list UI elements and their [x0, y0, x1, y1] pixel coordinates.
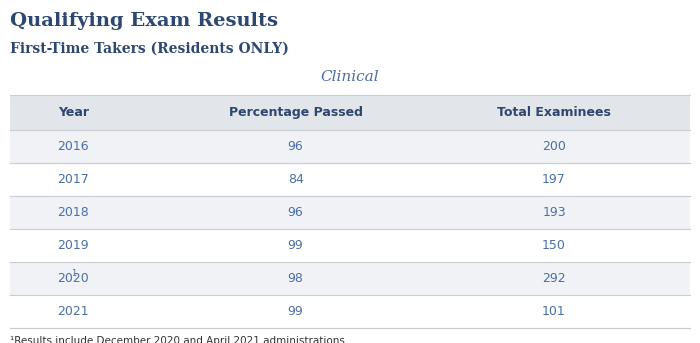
- Polygon shape: [10, 130, 690, 163]
- Polygon shape: [10, 95, 690, 130]
- Text: 84: 84: [288, 173, 304, 186]
- Text: 96: 96: [288, 206, 304, 219]
- Polygon shape: [10, 229, 690, 262]
- Text: 2021: 2021: [57, 305, 89, 318]
- Polygon shape: [10, 295, 690, 328]
- Text: 2019: 2019: [57, 239, 89, 252]
- Text: 2017: 2017: [57, 173, 90, 186]
- Text: Total Examinees: Total Examinees: [497, 106, 611, 119]
- Polygon shape: [10, 262, 690, 295]
- Polygon shape: [10, 163, 690, 196]
- Text: Qualifying Exam Results: Qualifying Exam Results: [10, 12, 278, 30]
- Text: First-Time Takers (Residents ONLY): First-Time Takers (Residents ONLY): [10, 42, 289, 56]
- Text: ¹Results include December 2020 and April 2021 administrations.: ¹Results include December 2020 and April…: [10, 336, 349, 343]
- Text: 2020: 2020: [57, 272, 90, 285]
- Text: Clinical: Clinical: [321, 70, 379, 84]
- Text: Percentage Passed: Percentage Passed: [229, 106, 363, 119]
- Text: 98: 98: [288, 272, 304, 285]
- Text: 99: 99: [288, 239, 304, 252]
- Text: 2016: 2016: [57, 140, 89, 153]
- Text: 101: 101: [542, 305, 566, 318]
- Text: 292: 292: [542, 272, 566, 285]
- Text: 193: 193: [542, 206, 566, 219]
- Text: 200: 200: [542, 140, 566, 153]
- Text: 1: 1: [71, 269, 76, 278]
- Text: 150: 150: [542, 239, 566, 252]
- Text: Year: Year: [57, 106, 89, 119]
- Text: 99: 99: [288, 305, 304, 318]
- Polygon shape: [10, 196, 690, 229]
- Text: 197: 197: [542, 173, 566, 186]
- Text: 96: 96: [288, 140, 304, 153]
- Text: 2018: 2018: [57, 206, 90, 219]
